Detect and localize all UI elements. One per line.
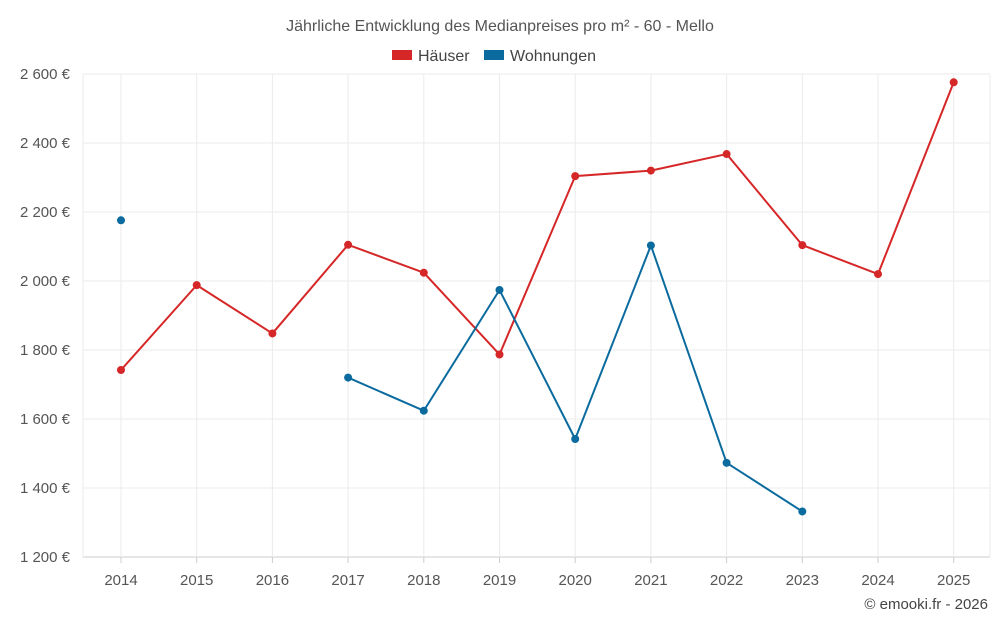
grid — [82, 73, 991, 558]
x-tick-label: 2018 — [407, 572, 440, 589]
x-tick-label: 2016 — [256, 572, 289, 589]
credit: © emooki.fr - 2026 — [864, 596, 988, 613]
x-tick-label: 2024 — [861, 572, 894, 589]
data-point-wohnungen[interactable] — [722, 458, 731, 467]
series-layer — [117, 78, 958, 516]
data-point-haeuser[interactable] — [117, 366, 125, 375]
data-point-wohnungen[interactable] — [117, 216, 125, 225]
data-point-wohnungen[interactable] — [646, 241, 655, 250]
y-tick-label: 2 200 € — [20, 204, 71, 221]
y-tick-label: 2 400 € — [20, 135, 71, 152]
data-point-haeuser[interactable] — [419, 268, 428, 277]
data-point-haeuser[interactable] — [646, 166, 655, 175]
y-tick-label: 1 200 € — [20, 549, 71, 566]
data-point-haeuser[interactable] — [344, 240, 353, 249]
legend-label: Häuser — [418, 48, 470, 65]
chart-title: Jährliche Entwicklung des Medianpreises … — [286, 18, 714, 35]
legend-label: Wohnungen — [510, 48, 596, 65]
data-point-wohnungen[interactable] — [419, 406, 428, 415]
data-point-haeuser[interactable] — [874, 270, 882, 279]
data-point-wohnungen[interactable] — [495, 285, 504, 294]
x-tick-label: 2019 — [483, 572, 516, 589]
x-tick-label: 2022 — [710, 572, 743, 589]
legend-swatch — [484, 50, 504, 60]
x-tick-label: 2014 — [104, 572, 137, 589]
series-line-haeuser — [120, 81, 955, 371]
legend-swatch — [392, 50, 412, 60]
data-point-haeuser[interactable] — [949, 78, 958, 87]
x-tick-label: 2015 — [180, 572, 213, 589]
y-axis: 1 200 € 1 400 € 1 600 € 1 800 € 2 000 € 2 200… — [20, 66, 71, 566]
x-axis: 2014 2015 2016 2017 2018 2019 2020 2021 2022 2023… — [104, 557, 970, 589]
legend-item-haeuser[interactable]: Häuser — [392, 48, 470, 65]
legend[interactable]: Häuser Wohnungen — [392, 48, 596, 65]
series-wohnungen — [117, 216, 807, 516]
data-point-haeuser[interactable] — [192, 281, 201, 290]
data-point-haeuser[interactable] — [798, 241, 807, 250]
y-tick-label: 1 800 € — [20, 342, 71, 359]
y-tick-label: 1 600 € — [20, 411, 71, 428]
y-tick-label: 2 600 € — [20, 66, 71, 83]
y-tick-label: 1 400 € — [20, 480, 71, 497]
data-point-wohnungen[interactable] — [798, 507, 807, 516]
x-tick-label: 2021 — [634, 572, 667, 589]
x-tick-label: 2017 — [331, 572, 364, 589]
data-point-wohnungen[interactable] — [344, 373, 353, 382]
legend-item-wohnungen[interactable]: Wohnungen — [484, 48, 596, 65]
data-point-wohnungen[interactable] — [571, 435, 580, 444]
data-point-haeuser[interactable] — [495, 350, 504, 359]
y-tick-label: 2 000 € — [20, 273, 71, 290]
data-point-haeuser[interactable] — [268, 329, 277, 338]
data-point-haeuser[interactable] — [571, 172, 580, 181]
x-tick-label: 2025 — [937, 572, 970, 589]
x-tick-label: 2020 — [559, 572, 592, 589]
x-tick-label: 2023 — [786, 572, 819, 589]
series-haeuser — [117, 78, 958, 375]
data-point-haeuser[interactable] — [722, 150, 731, 159]
